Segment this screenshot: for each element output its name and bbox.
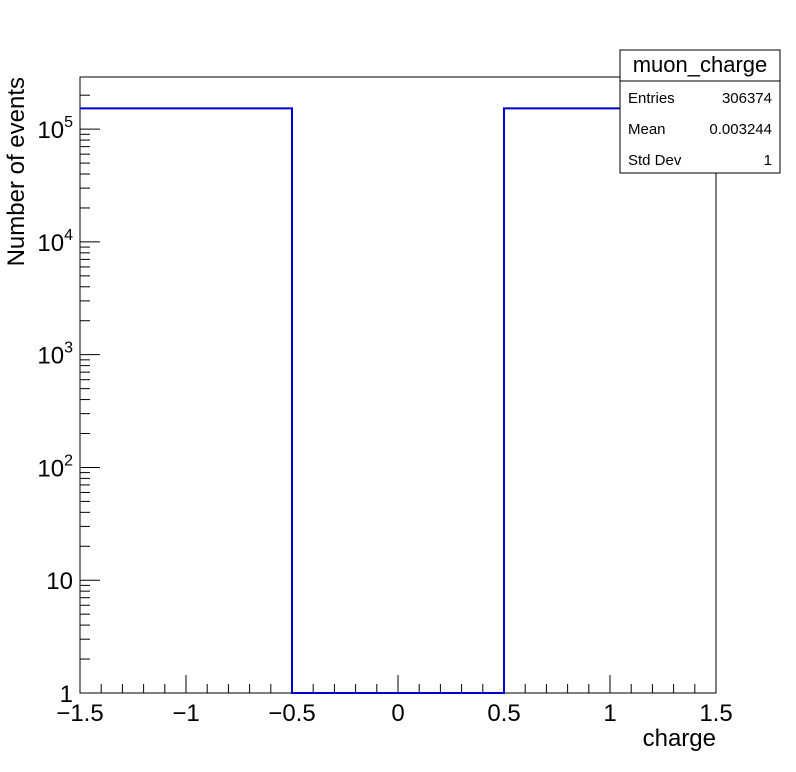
stats-stddev-value: 1: [764, 152, 772, 169]
y-axis-ticks: [80, 94, 100, 694]
stats-mean-label: Mean: [628, 121, 666, 138]
y-tick-label: 105: [37, 114, 73, 144]
x-tick-label: 1.5: [699, 700, 732, 727]
x-tick-label: −1: [172, 700, 199, 727]
histogram-series-line: [80, 107, 716, 694]
y-tick-label: 1: [60, 681, 73, 708]
y-tick-label: 10: [46, 568, 73, 595]
x-tick-label: 0.5: [487, 700, 520, 727]
x-tick-label: 0: [391, 700, 404, 727]
x-tick-label: −0.5: [268, 700, 315, 727]
stats-box-frame: [619, 49, 781, 174]
x-axis-ticks: [79, 675, 717, 693]
x-tick-label: −1.5: [56, 700, 103, 727]
y-axis-title: Number of events: [3, 77, 30, 266]
stats-title: muon_charge: [633, 52, 768, 77]
x-axis-tick-labels: −1.5 −1 −0.5 0 0.5 1 1.5: [56, 700, 732, 727]
stats-box: muon_charge Entries 306374 Mean 0.003244…: [619, 49, 781, 174]
stats-stddev-label: Std Dev: [628, 152, 682, 169]
y-tick-label: 104: [37, 227, 73, 257]
y-axis-tick-labels: 1 10 102 103 104 105: [37, 114, 73, 708]
x-tick-label: 1: [603, 700, 616, 727]
stats-entries-label: Entries: [628, 90, 675, 107]
y-tick-label: 103: [37, 340, 73, 370]
stats-entries-value: 306374: [722, 90, 772, 107]
y-tick-label: 102: [37, 452, 73, 482]
x-axis-title: charge: [643, 725, 716, 752]
stats-mean-value: 0.003244: [709, 121, 772, 138]
